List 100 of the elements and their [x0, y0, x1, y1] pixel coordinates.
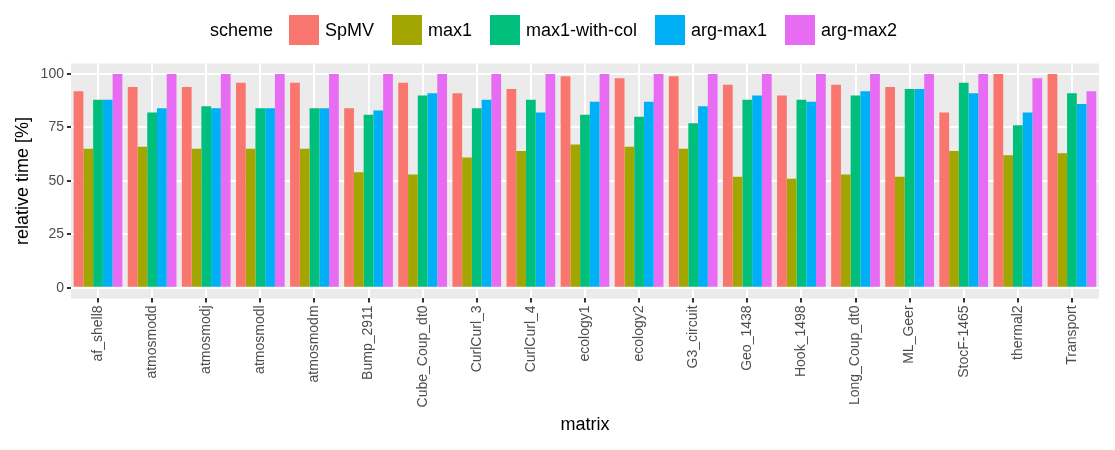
x-tick-label: Cube_Coup_dt0	[413, 305, 430, 408]
bar	[850, 95, 861, 287]
x-tick-label: ecology1	[575, 305, 592, 362]
bar	[319, 108, 330, 287]
bar	[560, 76, 571, 287]
x-tick-label: CurlCurl_3	[467, 305, 484, 373]
bar	[885, 86, 896, 287]
bar	[653, 74, 664, 287]
bar	[329, 74, 339, 287]
bar	[265, 108, 275, 287]
bar	[895, 176, 905, 287]
x-tick-label: ML_Geer	[900, 305, 917, 364]
bar	[491, 74, 502, 287]
bar	[181, 86, 192, 287]
bar	[427, 93, 438, 287]
bar	[732, 176, 743, 287]
bar	[688, 123, 699, 287]
bar	[777, 95, 787, 287]
x-tick-label: atmosmodl	[251, 305, 268, 374]
y-axis-title: relative time [%]	[11, 116, 32, 245]
bar	[634, 116, 644, 287]
legend-label: max1	[427, 19, 472, 41]
bar	[1057, 153, 1068, 287]
bar	[481, 99, 492, 287]
bar	[526, 99, 536, 287]
y-tick-label: 100	[40, 64, 65, 81]
bar	[255, 108, 266, 287]
bar	[353, 172, 364, 287]
legend-title: scheme	[209, 19, 273, 41]
bar	[599, 74, 610, 287]
bar	[245, 148, 256, 287]
bar	[840, 174, 851, 287]
bar	[643, 101, 654, 287]
bar	[1067, 93, 1077, 287]
bar	[73, 91, 84, 287]
bar	[924, 74, 934, 287]
bar	[290, 82, 300, 287]
bar	[698, 106, 708, 287]
legend-label: SpMV	[324, 19, 374, 41]
bar	[462, 157, 472, 287]
legend-label: arg-max2	[821, 19, 898, 41]
x-tick-label: thermal2	[1008, 305, 1025, 360]
bar	[1003, 155, 1013, 287]
bar	[211, 108, 221, 287]
bar	[978, 74, 989, 287]
bar	[752, 95, 762, 287]
bar	[93, 99, 103, 287]
x-tick-label: Hook_1498	[792, 305, 809, 378]
bar	[363, 114, 374, 287]
x-tick-label: atmosmodd	[142, 305, 159, 379]
bar	[870, 74, 880, 287]
bar	[1086, 91, 1097, 287]
bar	[220, 74, 231, 287]
bar	[201, 106, 212, 287]
bar	[137, 146, 148, 287]
bar	[112, 74, 123, 287]
bar	[437, 74, 448, 287]
bar	[570, 144, 581, 287]
y-tick-label: 0	[56, 278, 65, 295]
bar	[816, 74, 826, 287]
x-tick-label: Long_Coup_dt0	[846, 305, 863, 406]
bar	[102, 99, 113, 287]
bar	[914, 89, 925, 287]
bar	[831, 84, 841, 287]
bar	[993, 74, 1004, 287]
bar	[939, 112, 950, 287]
bar	[761, 74, 772, 287]
bar	[742, 99, 753, 287]
y-tick-label: 50	[48, 171, 65, 188]
bar	[452, 93, 463, 287]
bar	[796, 99, 807, 287]
x-tick-label: G3_circuit	[684, 305, 701, 369]
y-tick-label: 75	[48, 118, 65, 135]
bar	[516, 151, 526, 287]
x-axis-title: matrix	[560, 414, 610, 435]
bar	[904, 89, 915, 287]
x-tick-label: Transport	[1062, 305, 1079, 365]
bar	[1012, 125, 1023, 287]
y-tick-label: 25	[48, 225, 65, 242]
bar	[274, 74, 285, 287]
bar	[398, 82, 409, 287]
x-tick-label: Geo_1438	[738, 305, 755, 371]
bar	[471, 108, 482, 287]
bar	[860, 91, 871, 287]
bar	[166, 74, 177, 287]
bar	[624, 146, 635, 287]
bar	[408, 174, 418, 287]
bar	[535, 112, 546, 287]
bar	[545, 74, 556, 287]
x-tick-label: StocF-1465	[954, 305, 971, 378]
bar	[786, 178, 797, 287]
bar	[668, 76, 679, 287]
bar	[1076, 104, 1087, 287]
bar	[678, 148, 689, 287]
bar	[309, 108, 320, 287]
bar	[707, 74, 718, 287]
bar	[722, 84, 733, 287]
bar	[147, 112, 157, 287]
bar	[1022, 112, 1033, 287]
bar	[235, 82, 246, 287]
